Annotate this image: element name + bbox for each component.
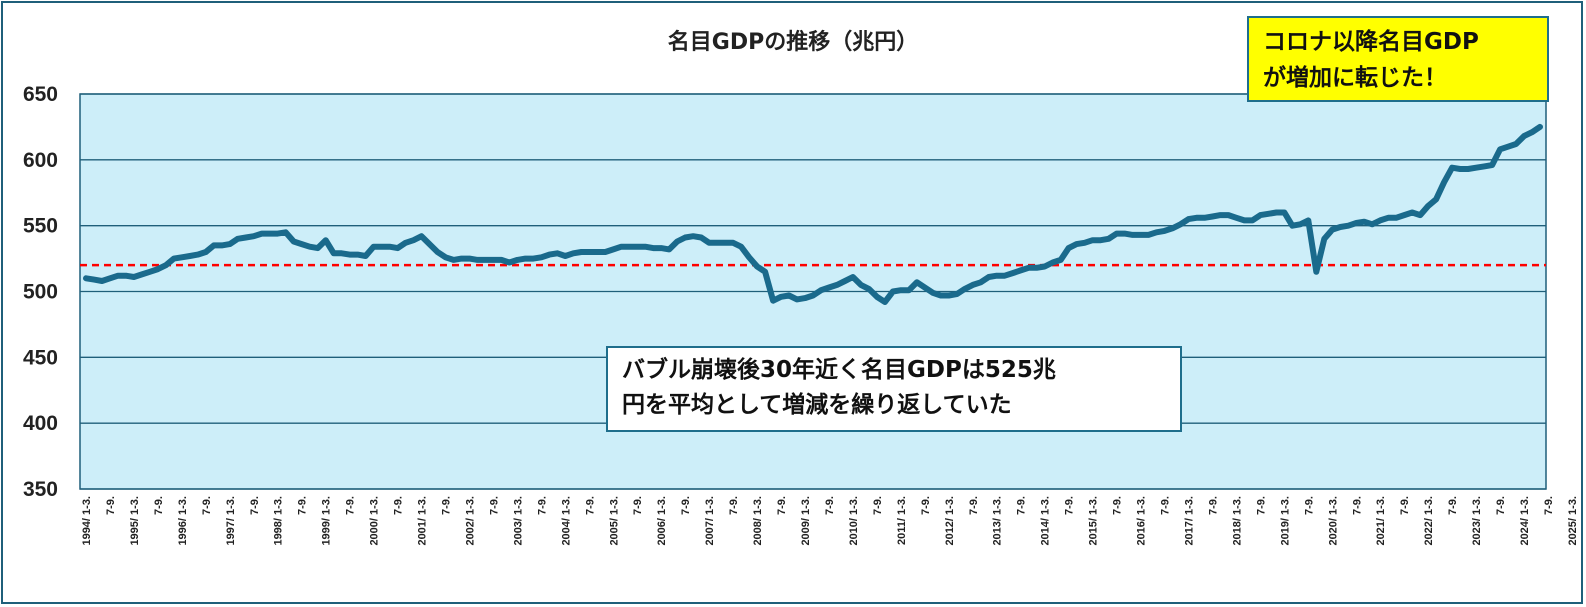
x-tick-label: 7-9. <box>1112 496 1124 515</box>
x-tick-label: 7-9. <box>824 496 836 515</box>
x-tick-label: 2009/ 1-3. <box>800 496 812 546</box>
x-tick-label: 7-9. <box>1351 496 1363 515</box>
x-tick-label: 2023/ 1-3. <box>1471 496 1483 546</box>
x-tick-label: 7-9. <box>153 496 165 515</box>
x-tick-label: 2024/ 1-3. <box>1519 496 1531 546</box>
callout-line: バブル崩壊後30年近く名目GDPは525兆 <box>622 357 1056 383</box>
y-tick-label: 600 <box>23 149 58 172</box>
x-tick-label: 2019/ 1-3. <box>1279 496 1291 546</box>
x-tick-label: 2011/ 1-3. <box>896 496 908 545</box>
x-tick-label: 7-9. <box>488 496 500 515</box>
x-tick-label: 2000/ 1-3. <box>369 496 381 546</box>
x-tick-label: 2008/ 1-3. <box>752 496 764 546</box>
x-tick-label: 7-9. <box>776 496 788 515</box>
x-tick-label: 2022/ 1-3. <box>1423 496 1435 546</box>
x-tick-label: 7-9. <box>1399 496 1411 515</box>
x-tick-label: 2015/ 1-3. <box>1088 496 1100 546</box>
x-tick-label: 7-9. <box>393 496 405 515</box>
x-tick-label: 7-9. <box>968 496 980 515</box>
x-tick-label: 2014/ 1-3. <box>1040 496 1052 546</box>
average-callout: バブル崩壊後30年近く名目GDPは525兆 円を平均として増減を繰り返していた <box>606 346 1182 432</box>
x-tick-label: 2001/ 1-3. <box>417 496 429 546</box>
x-tick-label: 7-9. <box>1160 496 1172 515</box>
x-tick-label: 1998/ 1-3. <box>273 496 285 546</box>
x-tick-label: 7-9. <box>728 496 740 515</box>
y-tick-label: 500 <box>23 281 58 304</box>
x-tick-label: 2010/ 1-3. <box>848 496 860 546</box>
x-tick-label: 2016/ 1-3. <box>1136 496 1148 546</box>
y-tick-label: 550 <box>23 215 58 238</box>
callout-line: 円を平均として増減を繰り返していた <box>622 392 1012 418</box>
x-tick-label: 2006/ 1-3. <box>656 496 668 546</box>
x-tick-label: 7-9. <box>1447 496 1459 515</box>
callout-line: コロナ以降名目GDP <box>1263 29 1479 55</box>
x-tick-label: 2005/ 1-3. <box>608 496 620 546</box>
x-tick-label: 7-9. <box>1207 496 1219 515</box>
y-tick-label: 450 <box>23 346 58 369</box>
x-tick-label: 7-9. <box>680 496 692 515</box>
gdp-series-line <box>83 123 1543 305</box>
x-tick-label: 7-9. <box>1016 496 1028 515</box>
x-tick-label: 7-9. <box>920 496 932 515</box>
x-tick-label: 2021/ 1-3. <box>1375 496 1387 546</box>
x-tick-label: 7-9. <box>632 496 644 515</box>
x-tick-label: 7-9. <box>201 496 213 515</box>
post-covid-callout: コロナ以降名目GDP が増加に転じた！ <box>1247 16 1549 102</box>
x-tick-label: 2017/ 1-3. <box>1183 496 1195 546</box>
x-tick-label: 1996/ 1-3. <box>177 496 189 546</box>
x-tick-label: 2020/ 1-3. <box>1327 496 1339 546</box>
x-tick-label: 2004/ 1-3. <box>560 496 572 546</box>
x-tick-label: 7-9. <box>1495 496 1507 515</box>
y-tick-label: 400 <box>23 412 58 435</box>
y-tick-label: 650 <box>23 83 58 106</box>
x-tick-label: 7-9. <box>441 496 453 515</box>
x-tick-label: 1995/ 1-3. <box>129 496 141 546</box>
x-tick-label: 7-9. <box>1255 496 1267 515</box>
chart-title: 名目GDPの推移（兆円） <box>667 30 919 55</box>
x-tick-label: 7-9. <box>1303 496 1315 515</box>
x-tick-label: 2007/ 1-3. <box>704 496 716 546</box>
x-tick-label: 7-9. <box>872 496 884 515</box>
x-tick-label: 2002/ 1-3. <box>464 496 476 546</box>
x-tick-label: 1997/ 1-3. <box>225 496 237 546</box>
x-tick-label: 1994/ 1-3. <box>81 496 93 546</box>
callout-line: が増加に転じた！ <box>1263 65 1447 91</box>
x-tick-label: 1999/ 1-3. <box>321 496 333 546</box>
x-tick-label: 2025/ 1-3. <box>1567 496 1579 546</box>
x-tick-label: 7-9. <box>1543 496 1555 515</box>
x-tick-label: 7-9. <box>1064 496 1076 515</box>
x-tick-label: 2012/ 1-3. <box>944 496 956 546</box>
x-tick-label: 7-9. <box>249 496 261 515</box>
x-tick-label: 2018/ 1-3. <box>1231 496 1243 546</box>
x-tick-label: 7-9. <box>345 496 357 515</box>
x-tick-label: 7-9. <box>297 496 309 515</box>
x-tick-label: 7-9. <box>584 496 596 515</box>
x-tick-label: 7-9. <box>536 496 548 515</box>
x-tick-label: 2013/ 1-3. <box>992 496 1004 546</box>
x-tick-label: 7-9. <box>105 496 117 515</box>
y-tick-label: 350 <box>23 478 58 501</box>
x-tick-label: 2003/ 1-3. <box>512 496 524 546</box>
